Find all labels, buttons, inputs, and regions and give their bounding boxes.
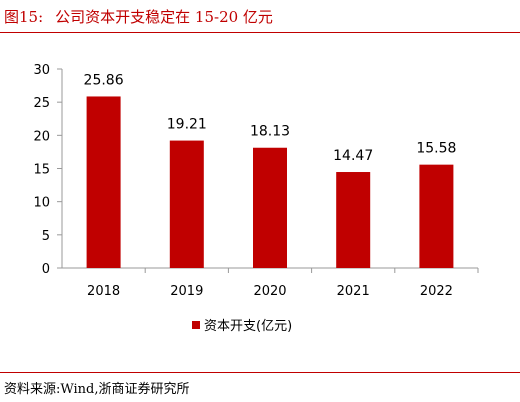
x-tick-label: 2018 bbox=[87, 284, 120, 299]
y-tick-label: 10 bbox=[33, 196, 50, 211]
bar-2018 bbox=[86, 96, 121, 268]
data-label: 18.13 bbox=[250, 124, 290, 140]
data-label: 15.58 bbox=[416, 141, 456, 157]
data-label: 14.47 bbox=[333, 148, 373, 164]
data-labels: 25.86 19.21 18.13 14.47 15.58 bbox=[84, 72, 457, 164]
data-label: 25.86 bbox=[84, 72, 124, 88]
x-axis: 2018 2019 2020 2021 2022 bbox=[62, 267, 479, 299]
chart-legend: 资本开支(亿元) bbox=[192, 319, 292, 334]
y-tick-label: 20 bbox=[33, 129, 50, 144]
top-divider bbox=[0, 32, 520, 33]
bar-2019 bbox=[169, 140, 204, 268]
bar-2020 bbox=[253, 147, 287, 268]
y-tick-label: 25 bbox=[33, 96, 50, 111]
bar-2021 bbox=[336, 172, 371, 268]
y-tick-label: 30 bbox=[33, 63, 50, 78]
y-tick-label: 15 bbox=[33, 163, 50, 178]
data-label: 19.21 bbox=[167, 117, 207, 133]
x-tick-label: 2022 bbox=[420, 284, 453, 299]
bar-2022 bbox=[419, 164, 454, 268]
y-tick-label: 0 bbox=[42, 262, 50, 277]
y-axis: 0 5 10 15 20 25 30 bbox=[33, 63, 63, 277]
figure-label: 图15: bbox=[4, 8, 44, 26]
x-tick-label: 2020 bbox=[253, 284, 286, 299]
x-tick-label: 2021 bbox=[337, 284, 370, 299]
chart-title-bar: 图15: 公司资本开支稳定在 15-20 亿元 bbox=[4, 6, 273, 27]
page-title: 公司资本开支稳定在 15-20 亿元 bbox=[55, 8, 273, 26]
source-note: 资料来源:Wind,浙商证券研究所 bbox=[4, 382, 190, 397]
bottom-divider bbox=[0, 372, 520, 373]
x-tick-label: 2019 bbox=[170, 284, 203, 299]
legend-label: 资本开支(亿元) bbox=[204, 319, 292, 334]
legend-swatch bbox=[192, 321, 200, 329]
bar-series bbox=[86, 96, 454, 268]
bar-chart: 0 5 10 15 20 25 30 2018 2019 2020 2021 2022 25.86 1… bbox=[33, 63, 479, 334]
y-tick-label: 5 bbox=[42, 229, 50, 244]
